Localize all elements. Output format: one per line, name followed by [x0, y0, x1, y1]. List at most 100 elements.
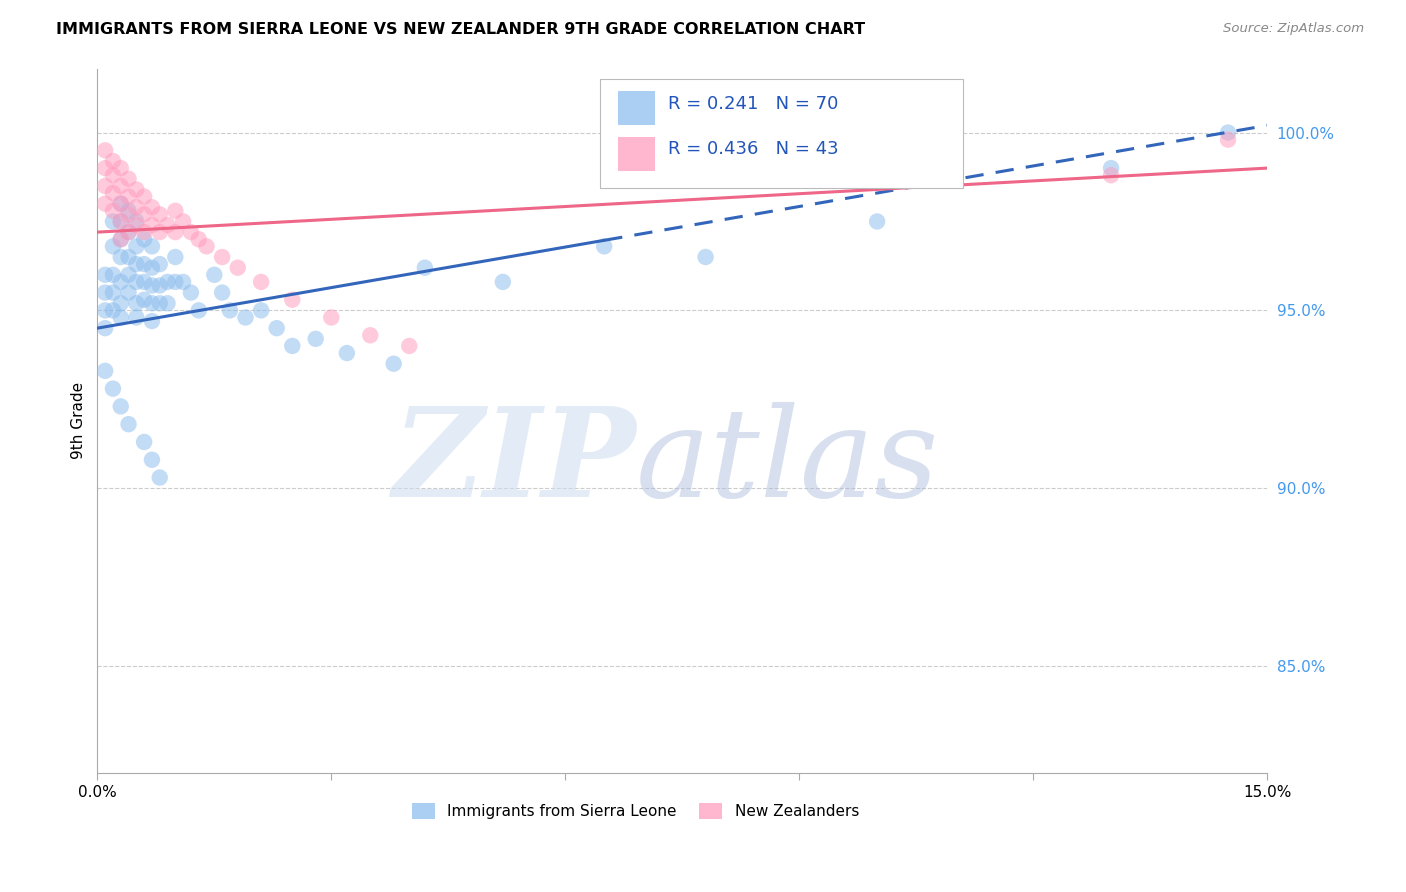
Point	[117, 285, 139, 300]
Point	[110, 400, 132, 414]
Point	[1216, 133, 1239, 147]
Point	[125, 182, 148, 196]
Point	[101, 203, 124, 218]
Point	[94, 178, 117, 193]
Point	[149, 296, 172, 310]
Point	[202, 268, 225, 282]
Point	[180, 225, 202, 239]
Point	[110, 296, 132, 310]
Point	[250, 275, 273, 289]
Point	[134, 257, 156, 271]
Point	[195, 239, 218, 253]
Point	[134, 189, 156, 203]
Point	[1099, 168, 1122, 182]
Point	[156, 275, 179, 289]
Point	[101, 268, 124, 282]
Point	[413, 260, 436, 275]
Point	[149, 207, 172, 221]
Point	[110, 178, 132, 193]
Point	[593, 239, 616, 253]
Point	[117, 189, 139, 203]
Point	[110, 214, 132, 228]
Point	[172, 275, 194, 289]
Point	[125, 239, 148, 253]
Point	[101, 285, 124, 300]
Text: IMMIGRANTS FROM SIERRA LEONE VS NEW ZEALANDER 9TH GRADE CORRELATION CHART: IMMIGRANTS FROM SIERRA LEONE VS NEW ZEAL…	[56, 22, 865, 37]
Point	[336, 346, 359, 360]
Point	[141, 218, 163, 232]
Point	[110, 214, 132, 228]
Point	[1099, 161, 1122, 175]
Point	[1216, 126, 1239, 140]
Point	[211, 250, 233, 264]
Point	[94, 364, 117, 378]
Point	[110, 196, 132, 211]
Text: Source: ZipAtlas.com: Source: ZipAtlas.com	[1223, 22, 1364, 36]
Point	[110, 232, 132, 246]
Point	[94, 321, 117, 335]
Point	[117, 171, 139, 186]
Point	[134, 275, 156, 289]
Point	[117, 225, 139, 239]
Point	[125, 200, 148, 214]
Point	[141, 260, 163, 275]
Point	[117, 268, 139, 282]
Legend: Immigrants from Sierra Leone, New Zealanders: Immigrants from Sierra Leone, New Zealan…	[406, 797, 865, 825]
Text: R = 0.241   N = 70: R = 0.241 N = 70	[668, 95, 838, 112]
Point	[187, 303, 209, 318]
Point	[141, 278, 163, 293]
Point	[94, 285, 117, 300]
Point	[281, 293, 304, 307]
Point	[141, 239, 163, 253]
Text: R = 0.436   N = 43: R = 0.436 N = 43	[668, 140, 839, 159]
Point	[117, 225, 139, 239]
Point	[101, 153, 124, 168]
Point	[110, 250, 132, 264]
Point	[492, 275, 515, 289]
FancyBboxPatch shape	[617, 136, 655, 170]
Point	[165, 203, 187, 218]
Point	[125, 310, 148, 325]
Point	[187, 232, 209, 246]
Point	[110, 275, 132, 289]
Text: ZIP: ZIP	[392, 402, 636, 524]
Point	[149, 278, 172, 293]
Text: atlas: atlas	[636, 402, 939, 524]
Point	[134, 225, 156, 239]
Point	[398, 339, 420, 353]
Point	[321, 310, 343, 325]
Point	[180, 285, 202, 300]
Point	[101, 382, 124, 396]
Point	[156, 218, 179, 232]
Point	[165, 225, 187, 239]
Point	[149, 257, 172, 271]
Point	[110, 232, 132, 246]
Point	[866, 214, 889, 228]
Point	[281, 339, 304, 353]
Point	[211, 285, 233, 300]
Point	[165, 250, 187, 264]
Point	[101, 186, 124, 200]
Point	[141, 314, 163, 328]
Point	[219, 303, 242, 318]
Point	[101, 303, 124, 318]
Point	[134, 434, 156, 449]
Point	[94, 303, 117, 318]
Point	[134, 232, 156, 246]
Point	[117, 207, 139, 221]
Point	[94, 196, 117, 211]
Point	[101, 168, 124, 182]
Point	[94, 268, 117, 282]
Point	[149, 470, 172, 484]
Point	[305, 332, 328, 346]
Point	[141, 296, 163, 310]
Point	[125, 218, 148, 232]
Point	[125, 296, 148, 310]
FancyBboxPatch shape	[600, 79, 963, 188]
Point	[117, 250, 139, 264]
Point	[156, 296, 179, 310]
Point	[94, 144, 117, 158]
Point	[359, 328, 381, 343]
FancyBboxPatch shape	[617, 91, 655, 125]
Point	[141, 200, 163, 214]
